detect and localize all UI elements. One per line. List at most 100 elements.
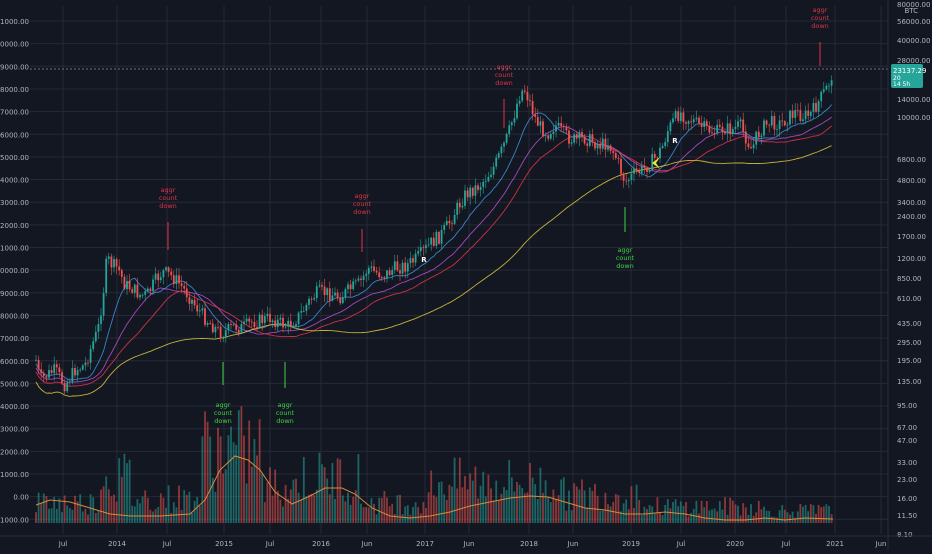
volume-bar	[620, 511, 622, 523]
candle-body	[310, 298, 313, 300]
volume-bar	[490, 488, 492, 523]
volume-bar	[128, 459, 131, 523]
candle-body	[765, 120, 768, 125]
right-axis-unit-label: BTC	[904, 7, 918, 15]
volume-bar	[266, 482, 269, 523]
volume-bar	[557, 495, 560, 523]
candle-body	[630, 173, 633, 180]
volume-bar	[300, 500, 303, 523]
volume-bar	[661, 515, 664, 523]
candle-body	[752, 144, 755, 149]
volume-bar	[435, 497, 438, 523]
volume-bar	[198, 505, 201, 523]
volume-bar	[321, 464, 323, 523]
volume-bar	[440, 481, 443, 523]
candle-body	[269, 313, 271, 323]
right-axis-tick-label: 28000.00	[897, 57, 930, 65]
volume-bar	[388, 506, 391, 523]
candle-body	[123, 276, 126, 290]
candle-body	[42, 373, 45, 377]
volume-bar	[295, 478, 297, 523]
candle-body	[386, 270, 388, 279]
candle-body	[162, 270, 165, 278]
right-axis-tick-label: 435.00	[897, 320, 922, 328]
volume-bar	[812, 505, 815, 523]
volume-bar	[360, 503, 362, 523]
volume-bar	[178, 485, 180, 523]
candle-body	[35, 359, 37, 361]
volume-bar	[185, 494, 188, 523]
volume-bar	[357, 454, 360, 523]
volume-bar	[367, 507, 370, 523]
candle-body	[791, 110, 794, 118]
volume-bar	[791, 511, 794, 523]
volume-bar	[497, 500, 500, 523]
volume-bar	[305, 496, 308, 523]
volume-bar	[445, 499, 448, 523]
candle-body	[302, 310, 305, 312]
candle-body	[68, 381, 71, 383]
candle-body	[661, 146, 664, 148]
candle-body	[596, 143, 599, 149]
candle-body	[672, 118, 674, 123]
volume-bar	[373, 503, 375, 523]
volume-bar	[245, 483, 248, 523]
volume-bar	[583, 490, 586, 523]
volume-bar	[141, 496, 144, 523]
volume-bar	[167, 485, 170, 523]
volume-bar	[97, 510, 100, 523]
volume-bar	[690, 512, 693, 523]
volume-bar	[419, 513, 422, 523]
volume-bar	[162, 497, 165, 523]
annotation-text: aggr	[813, 6, 828, 14]
volume-bar	[484, 496, 487, 523]
volume-bar	[352, 496, 355, 523]
candle-body	[396, 261, 399, 271]
volume-bar	[263, 502, 266, 523]
volume-bar	[510, 477, 513, 523]
volume-bar	[235, 444, 238, 523]
candle-body	[211, 323, 214, 333]
candle-body	[74, 368, 76, 376]
candle-body	[48, 370, 50, 378]
candle-body	[144, 291, 147, 295]
volume-bar	[414, 502, 417, 523]
volume-bar	[422, 502, 425, 523]
volume-bar	[365, 507, 368, 523]
left-axis-tick-label: 12000.00	[0, 222, 29, 230]
volume-bar	[822, 506, 825, 523]
signal-arrow	[652, 157, 660, 169]
candle-body	[770, 116, 773, 126]
candle-body	[484, 181, 487, 183]
volume-bar	[742, 503, 745, 523]
candle-body	[695, 117, 698, 120]
candle-body	[292, 326, 295, 327]
candle-body	[812, 103, 815, 112]
volume-bar	[378, 497, 381, 523]
candle-body	[271, 320, 274, 323]
candle-body	[357, 278, 360, 281]
volume-bar	[575, 486, 578, 523]
candle-body	[120, 270, 123, 277]
volume-bar	[391, 503, 394, 523]
candle-body	[656, 157, 659, 159]
volume-bar	[794, 517, 797, 523]
candle-body	[206, 323, 209, 325]
right-axis-tick-label: 195.00	[897, 357, 922, 365]
volume-bar	[828, 506, 830, 523]
volume-bar	[768, 510, 771, 523]
candle-body	[742, 119, 745, 132]
candle-body	[822, 89, 825, 92]
candle-body	[165, 267, 167, 271]
right-axis-tick-label: 295.00	[897, 339, 922, 347]
volume-bar	[126, 463, 128, 523]
volume-bar	[737, 505, 739, 523]
candle-body	[53, 364, 56, 373]
candle-body	[287, 320, 290, 327]
volume-bar	[425, 508, 427, 523]
volume-bar	[568, 490, 570, 523]
volume-bar	[609, 506, 612, 523]
left-axis-tick-label: 11000.00	[0, 245, 29, 253]
candle-body	[167, 267, 170, 272]
